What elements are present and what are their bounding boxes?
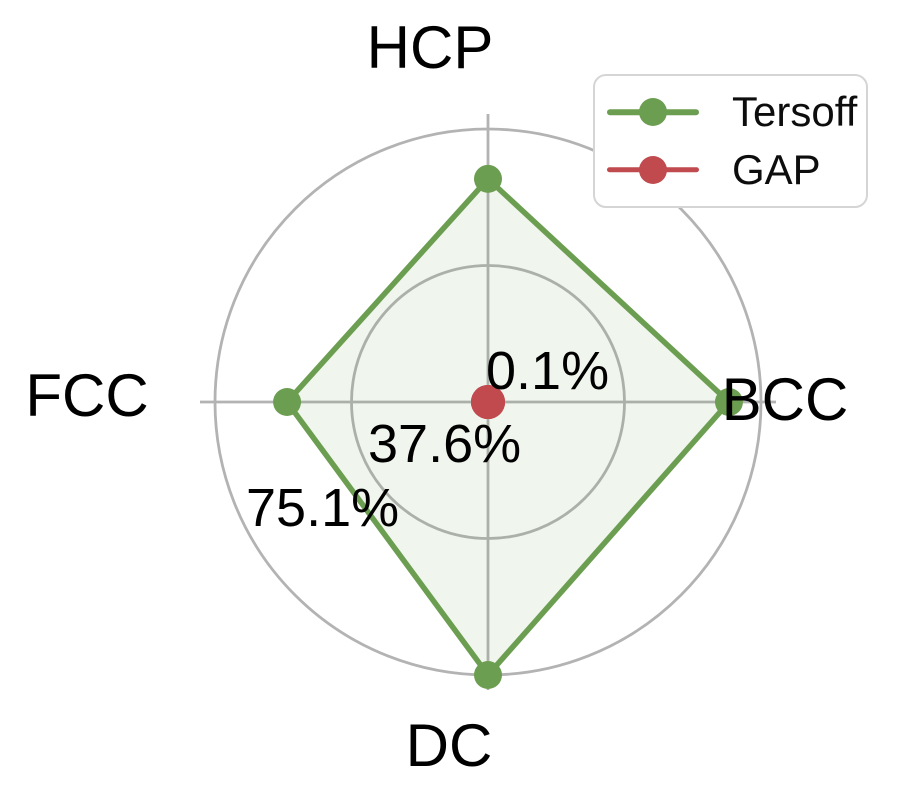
legend-item-gap: GAP [607,143,866,197]
legend-item-tersoff: Tersoff [607,85,866,139]
series-tersoff [273,164,743,689]
axis-label-bcc: BCC [721,366,849,433]
series-gap [471,385,505,419]
data-point-marker [471,385,505,419]
data-point-marker [474,164,502,193]
tersoff-line-marker-icon [607,98,699,127]
legend-label-tersoff: Tersoff [732,88,858,136]
legend-dot-sample [639,98,667,127]
legend-dot-sample [639,155,667,184]
axis-label-fcc: FCC [25,362,149,429]
radial-tick-label-1: 37.6% [368,414,522,474]
axis-label-dc: DC [405,712,493,779]
grid-ring [350,264,626,540]
data-point-marker [273,388,302,416]
gap-line-marker-icon [607,155,699,184]
data-point-marker [474,661,502,689]
axis-label-hcp: HCP [366,14,494,81]
data-point-marker [714,388,743,416]
radial-tick-label-0: 0.1% [486,341,610,401]
radial-tick-label-2: 75.1% [246,478,400,538]
legend-label-gap: GAP [732,145,821,193]
legend: Tersoff GAP [593,74,868,208]
